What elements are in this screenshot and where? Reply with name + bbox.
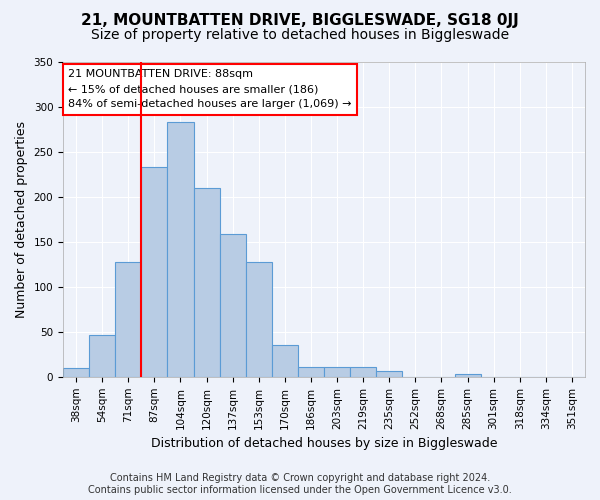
Text: Contains HM Land Registry data © Crown copyright and database right 2024.
Contai: Contains HM Land Registry data © Crown c…: [88, 474, 512, 495]
Text: 21, MOUNTBATTEN DRIVE, BIGGLESWADE, SG18 0JJ: 21, MOUNTBATTEN DRIVE, BIGGLESWADE, SG18…: [81, 12, 519, 28]
X-axis label: Distribution of detached houses by size in Biggleswade: Distribution of detached houses by size …: [151, 437, 497, 450]
Bar: [167, 122, 194, 377]
Bar: [115, 262, 142, 377]
Bar: [63, 368, 89, 377]
Bar: [194, 188, 220, 377]
Bar: [350, 367, 376, 377]
Bar: [298, 367, 324, 377]
Bar: [376, 370, 403, 377]
Bar: [220, 234, 246, 377]
Text: 21 MOUNTBATTEN DRIVE: 88sqm
← 15% of detached houses are smaller (186)
84% of se: 21 MOUNTBATTEN DRIVE: 88sqm ← 15% of det…: [68, 70, 352, 109]
Y-axis label: Number of detached properties: Number of detached properties: [15, 120, 28, 318]
Bar: [324, 367, 350, 377]
Bar: [455, 374, 481, 377]
Bar: [142, 167, 167, 377]
Text: Size of property relative to detached houses in Biggleswade: Size of property relative to detached ho…: [91, 28, 509, 42]
Bar: [272, 346, 298, 377]
Bar: [89, 336, 115, 377]
Bar: [246, 262, 272, 377]
